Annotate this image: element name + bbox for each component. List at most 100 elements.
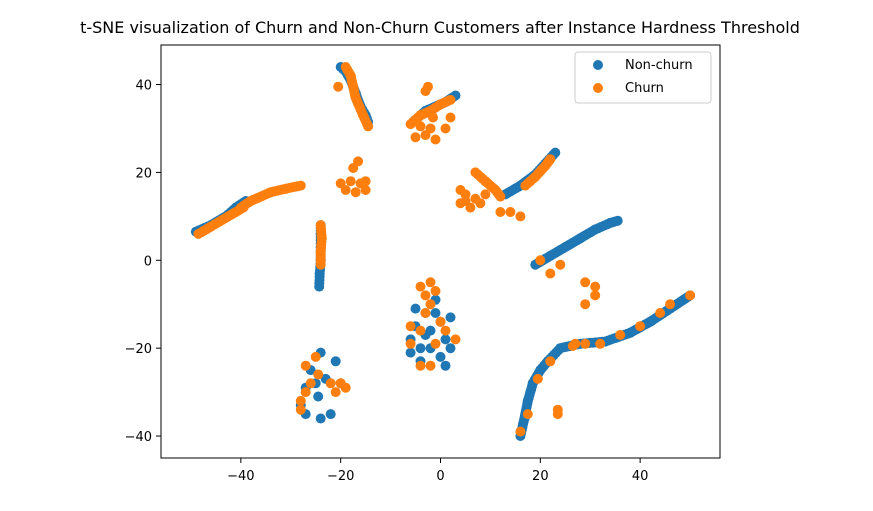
point-churn [480, 189, 491, 200]
point-churn [430, 134, 441, 145]
point-churn [440, 325, 451, 336]
point-churn [428, 112, 438, 123]
point-churn [435, 316, 446, 327]
point-churn [430, 338, 441, 349]
point-churn [515, 211, 526, 222]
point-non-churn [405, 347, 416, 358]
y-tick-label: −20 [125, 342, 152, 357]
point-churn [405, 321, 416, 332]
point-non-churn [315, 413, 326, 424]
x-tick-label: 20 [532, 469, 549, 484]
point-churn [425, 299, 436, 310]
point-churn [567, 341, 578, 351]
point-non-churn [440, 360, 451, 371]
point-churn [350, 187, 361, 198]
point-churn [295, 395, 306, 406]
point-churn [340, 185, 351, 195]
point-churn [415, 360, 426, 371]
point-churn [425, 277, 436, 288]
point-churn [330, 387, 341, 398]
point-churn [340, 382, 351, 393]
point-churn [360, 185, 371, 195]
x-tick-label: 40 [632, 469, 649, 484]
point-churn [445, 112, 456, 123]
point-churn [353, 156, 364, 167]
point-churn [580, 277, 591, 288]
point-churn [425, 360, 436, 371]
legend-marker-non-churn [593, 60, 603, 70]
point-churn [295, 180, 306, 191]
point-non-churn [330, 356, 341, 367]
point-churn [615, 330, 626, 340]
point-churn [495, 207, 506, 217]
point-churn [325, 378, 336, 389]
point-non-churn [415, 343, 426, 354]
point-non-churn [612, 215, 623, 226]
point-churn [455, 185, 466, 195]
legend-box [574, 51, 712, 104]
point-churn [535, 255, 546, 266]
point-churn [363, 121, 374, 132]
x-tick-label: −40 [227, 469, 254, 484]
point-churn [345, 176, 356, 187]
point-churn [430, 286, 441, 296]
legend: Non-churn Churn [574, 51, 712, 104]
point-churn [420, 86, 431, 97]
point-churn [300, 360, 311, 371]
y-tick-label: −40 [125, 430, 152, 445]
point-non-churn [430, 308, 441, 318]
point-churn [450, 334, 461, 345]
x-tick-label: −20 [327, 469, 354, 484]
point-churn [415, 281, 426, 292]
point-churn [295, 404, 306, 415]
point-churn [405, 338, 416, 349]
point-non-churn [313, 391, 324, 402]
point-churn [420, 308, 431, 318]
point-churn [590, 281, 601, 292]
point-churn [635, 321, 646, 332]
legend-label-non-churn: Non-churn [625, 58, 693, 73]
point-churn [685, 290, 696, 301]
point-churn [495, 191, 506, 202]
point-churn [440, 123, 451, 134]
point-churn [460, 196, 471, 206]
point-churn [425, 123, 436, 134]
point-churn [522, 409, 533, 420]
point-non-churn [325, 409, 336, 420]
point-churn [360, 176, 371, 187]
point-churn [555, 259, 566, 270]
point-churn [315, 220, 326, 231]
point-churn [415, 121, 426, 132]
point-non-churn [445, 343, 456, 354]
legend-label-churn: Churn [625, 81, 664, 96]
point-churn [595, 338, 606, 349]
point-non-churn [410, 303, 421, 314]
point-churn [445, 94, 456, 105]
y-tick-label: 40 [135, 79, 152, 94]
point-churn [300, 387, 311, 398]
point-churn [545, 268, 556, 279]
points-layer [190, 62, 696, 441]
chart-title: t-SNE visualization of Churn and Non-Chu… [80, 18, 800, 37]
point-churn [310, 351, 321, 362]
point-churn [580, 338, 591, 349]
point-churn [305, 378, 316, 389]
point-churn [580, 299, 591, 310]
point-churn [313, 369, 324, 380]
y-tick-label: 20 [135, 166, 152, 181]
point-churn [545, 356, 556, 367]
point-non-churn [440, 334, 451, 345]
point-churn [410, 132, 421, 143]
point-churn [655, 308, 666, 318]
point-churn [590, 290, 601, 301]
legend-marker-churn [593, 83, 603, 93]
point-churn [505, 207, 516, 217]
point-churn [552, 409, 563, 420]
point-churn [665, 299, 676, 310]
y-axis: −40 −20 0 20 40 [125, 79, 161, 445]
point-churn [333, 81, 344, 92]
point-churn [532, 373, 543, 384]
y-tick-label: 0 [144, 254, 152, 269]
point-non-churn [435, 351, 446, 362]
